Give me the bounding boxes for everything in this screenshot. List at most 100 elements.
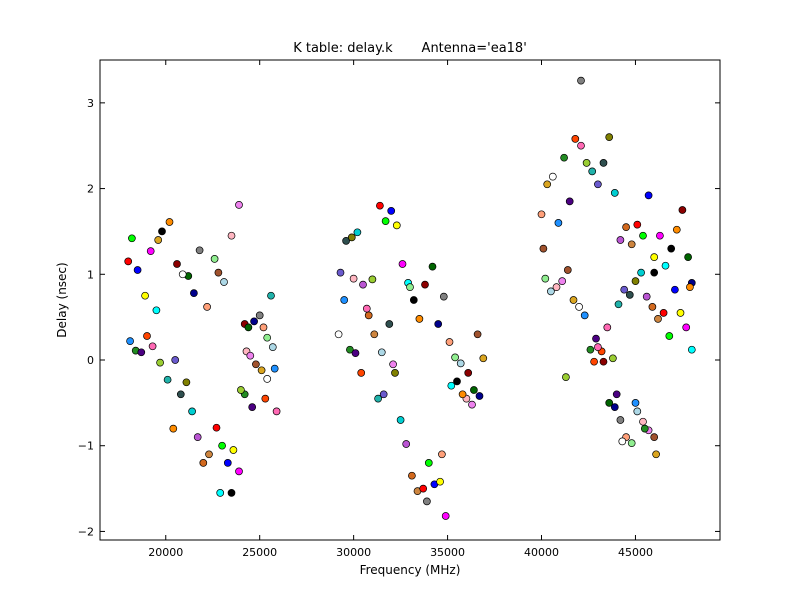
data-point	[212, 423, 221, 432]
data-point	[376, 201, 384, 210]
data-point	[468, 400, 476, 409]
data-point	[686, 283, 694, 291]
data-point	[143, 332, 151, 340]
data-point	[126, 337, 134, 345]
data-point	[661, 261, 670, 270]
data-point	[216, 489, 225, 497]
data-point	[547, 287, 555, 296]
data-point	[541, 274, 550, 283]
x-tick-label: 35000	[430, 546, 465, 559]
data-point	[458, 390, 467, 399]
data-point	[537, 210, 546, 219]
data-point	[650, 268, 659, 277]
data-point	[684, 253, 692, 261]
y-tick-label: 1	[87, 268, 94, 281]
data-point	[263, 333, 272, 342]
data-point	[423, 497, 431, 506]
data-point	[631, 399, 640, 407]
data-point	[176, 390, 185, 399]
data-point	[671, 285, 679, 294]
data-point	[218, 441, 226, 450]
data-point	[633, 220, 642, 229]
data-point	[428, 262, 437, 271]
data-point	[235, 201, 243, 209]
data-point	[124, 257, 133, 266]
data-point	[603, 323, 612, 332]
data-point	[610, 189, 619, 197]
data-point	[195, 246, 204, 255]
data-point	[340, 296, 349, 304]
data-point	[571, 135, 580, 143]
data-point	[141, 291, 149, 300]
data-point	[627, 240, 636, 249]
data-point	[190, 289, 198, 297]
data-point	[146, 247, 155, 255]
data-point	[479, 354, 488, 363]
data-point	[464, 369, 473, 377]
data-point	[560, 153, 568, 162]
data-point	[650, 433, 659, 441]
data-point	[257, 366, 266, 375]
data-point	[391, 369, 399, 377]
data-point	[415, 315, 424, 323]
data-point	[605, 133, 614, 141]
data-point	[539, 244, 548, 253]
data-point	[599, 357, 608, 366]
data-point	[577, 141, 585, 150]
data-point	[434, 320, 443, 328]
data-point	[406, 283, 414, 291]
data-point	[665, 332, 674, 340]
data-point	[421, 280, 429, 289]
data-point	[267, 291, 275, 300]
data-point	[237, 386, 245, 394]
data-point	[569, 296, 578, 304]
data-point	[148, 342, 157, 351]
data-point	[268, 343, 277, 351]
x-axis-label: Frequency (MHz)	[360, 563, 461, 577]
x-tick-label: 25000	[242, 546, 277, 559]
data-point	[631, 277, 640, 285]
data-point	[616, 236, 625, 244]
data-point	[612, 390, 621, 399]
data-point	[565, 197, 574, 206]
data-point	[625, 291, 634, 299]
data-point	[244, 323, 253, 332]
data-point	[203, 303, 211, 311]
data-point	[627, 439, 636, 447]
data-point	[270, 364, 279, 373]
data-points	[124, 76, 696, 520]
data-point	[640, 424, 649, 433]
data-point	[594, 343, 602, 351]
data-point	[475, 392, 484, 400]
data-point	[618, 437, 627, 446]
data-point	[438, 450, 446, 459]
data-point	[453, 377, 461, 386]
data-point	[246, 351, 255, 360]
data-point	[205, 450, 213, 459]
data-point	[605, 399, 614, 407]
data-point	[599, 159, 608, 167]
data-point	[152, 306, 161, 315]
data-point	[229, 446, 238, 454]
data-point	[687, 345, 696, 354]
data-point	[656, 231, 664, 240]
data-point	[639, 417, 647, 426]
data-point	[357, 369, 366, 377]
data-point	[374, 394, 382, 403]
data-point	[128, 234, 136, 243]
data-point	[347, 233, 356, 242]
data-point	[672, 225, 681, 234]
data-point	[620, 285, 629, 294]
data-point	[614, 300, 623, 309]
data-point	[199, 459, 208, 467]
data-point	[163, 375, 172, 384]
data-point	[436, 477, 444, 486]
plot-frame	[99, 59, 721, 541]
data-point	[362, 304, 371, 313]
data-point	[590, 357, 598, 366]
data-point	[439, 292, 448, 301]
data-point	[182, 378, 191, 387]
data-point	[648, 303, 657, 311]
data-point	[575, 303, 583, 311]
